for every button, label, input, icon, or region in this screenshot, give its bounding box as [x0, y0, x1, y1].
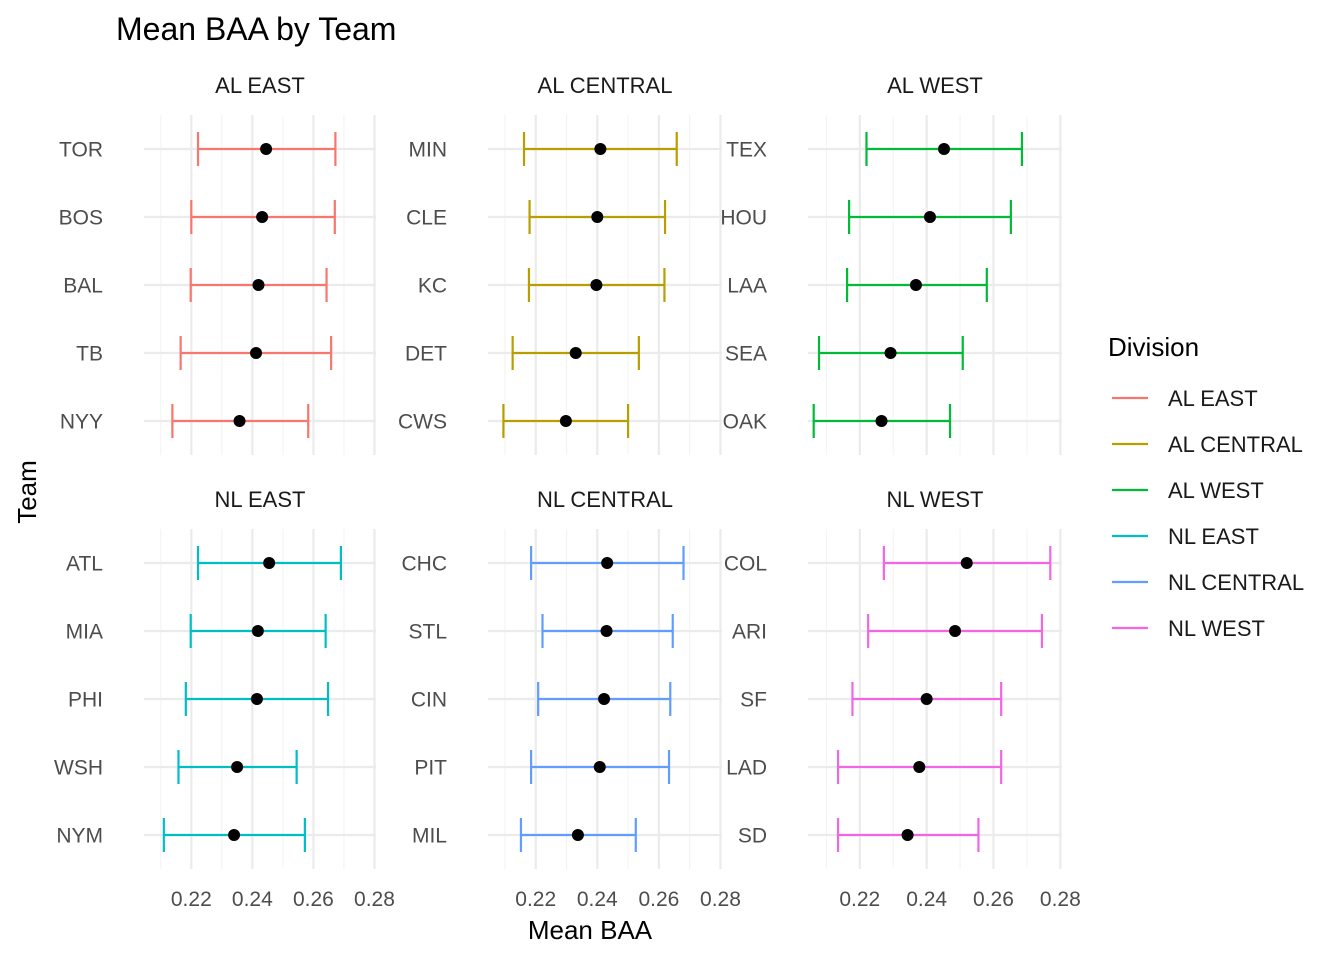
- team-tick-label: ARI: [732, 621, 767, 644]
- team-tick-label: TB: [76, 343, 103, 366]
- mean-point: [250, 347, 263, 359]
- x-tick-label: 0.28: [700, 888, 741, 911]
- team-tick-label: CWS: [398, 411, 447, 434]
- team-tick-label: ATL: [66, 553, 103, 576]
- team-tick-label: LAA: [727, 275, 767, 298]
- team-tick-label: PHI: [68, 689, 103, 712]
- x-tick-label: 0.28: [354, 888, 395, 911]
- panel-al-west: AL WEST TEX HOU LAA SEA OAK: [720, 73, 1062, 455]
- mean-point: [875, 415, 888, 427]
- panel-nl-central: NL CENTRAL CHC STL CIN PIT MIL 0.22 0.24 0.26 0.2…: [402, 487, 741, 911]
- legend: Division AL EAST AL CENTRAL AL WEST NL EAST…: [1108, 332, 1304, 641]
- team-tick-label: KC: [418, 275, 447, 298]
- facet-strip-label: NL WEST: [887, 487, 984, 512]
- x-tick-label: 0.26: [973, 888, 1014, 911]
- mean-point: [591, 211, 604, 223]
- team-tick-label: SEA: [725, 343, 767, 366]
- facet-strip-label: NL EAST: [215, 487, 306, 512]
- team-tick-label: COL: [724, 553, 767, 576]
- panel-al-central: AL CENTRAL MIN CLE KC DET CWS: [398, 73, 722, 455]
- mean-point: [598, 693, 611, 705]
- mean-point: [901, 829, 914, 841]
- chart-title: Mean BAA by Team: [116, 11, 396, 47]
- team-tick-label: CHC: [402, 553, 448, 576]
- team-tick-label: NYM: [56, 825, 103, 848]
- mean-point: [601, 557, 614, 569]
- mean-point: [251, 625, 264, 637]
- panel-nl-east: NL EAST ATL MIA PHI WSH NYM 0.22 0.24 0.26 0.28: [54, 487, 395, 911]
- legend-label: NL CENTRAL: [1168, 570, 1304, 595]
- panel-nl-west: NL WEST COL ARI SF LAD SD 0.22 0.24 0.26 0.28: [724, 487, 1081, 911]
- x-tick-label: 0.24: [577, 888, 618, 911]
- legend-label: NL EAST: [1168, 524, 1259, 549]
- legend-label: AL CENTRAL: [1168, 432, 1303, 457]
- team-tick-label: STL: [408, 621, 447, 644]
- y-axis-title: Team: [12, 460, 42, 524]
- team-tick-label: NYY: [60, 411, 103, 434]
- team-tick-label: WSH: [54, 757, 103, 780]
- team-tick-label: SD: [738, 825, 767, 848]
- x-tick-label: 0.26: [638, 888, 679, 911]
- team-tick-label: OAK: [723, 411, 767, 434]
- mean-point: [938, 143, 951, 155]
- team-tick-label: TEX: [726, 139, 767, 162]
- x-axis-title: Mean BAA: [528, 915, 653, 945]
- team-tick-label: CIN: [411, 689, 447, 712]
- mean-point: [233, 415, 246, 427]
- mean-point: [960, 557, 973, 569]
- team-tick-label: LAD: [726, 757, 767, 780]
- team-tick-label: HOU: [720, 207, 767, 230]
- mean-point: [949, 625, 962, 637]
- team-tick-label: TOR: [59, 139, 103, 162]
- mean-point: [593, 761, 606, 773]
- team-tick-label: PIT: [414, 757, 447, 780]
- facet-panels: AL EAST TOR BOS BAL TB NYY AL CENTRAL MIN CLE KC D…: [54, 73, 1081, 911]
- mean-point: [250, 693, 263, 705]
- team-tick-label: DET: [405, 343, 447, 366]
- x-tick-label: 0.24: [232, 888, 273, 911]
- mean-point: [600, 625, 613, 637]
- team-tick-label: CLE: [406, 207, 447, 230]
- team-tick-label: MIL: [412, 825, 447, 848]
- team-tick-label: MIN: [409, 139, 448, 162]
- mean-point: [920, 693, 933, 705]
- mean-point: [231, 761, 244, 773]
- mean-point: [571, 829, 584, 841]
- legend-label: AL EAST: [1168, 386, 1258, 411]
- mean-point: [256, 211, 269, 223]
- x-tick-label: 0.26: [293, 888, 334, 911]
- mean-point: [260, 143, 273, 155]
- mean-point: [569, 347, 582, 359]
- team-tick-label: SF: [740, 689, 767, 712]
- mean-point: [590, 279, 603, 291]
- facet-strip-label: AL CENTRAL: [538, 73, 673, 98]
- mean-point: [594, 143, 607, 155]
- mean-point: [913, 761, 926, 773]
- mean-point: [252, 279, 265, 291]
- mean-point: [263, 557, 276, 569]
- x-tick-label: 0.22: [515, 888, 556, 911]
- panel-al-east: AL EAST TOR BOS BAL TB NYY: [59, 73, 376, 455]
- mean-point: [559, 415, 572, 427]
- mean-point: [923, 211, 936, 223]
- x-tick-label: 0.22: [171, 888, 212, 911]
- mean-point: [884, 347, 897, 359]
- legend-label: AL WEST: [1168, 478, 1264, 503]
- x-tick-label: 0.22: [839, 888, 880, 911]
- legend-label: NL WEST: [1168, 616, 1265, 641]
- team-tick-label: BOS: [59, 207, 103, 230]
- facet-strip-label: AL EAST: [215, 73, 305, 98]
- team-tick-label: BAL: [63, 275, 103, 298]
- x-tick-label: 0.28: [1040, 888, 1081, 911]
- mean-point: [228, 829, 241, 841]
- x-tick-label: 0.24: [906, 888, 947, 911]
- facet-strip-label: AL WEST: [887, 73, 983, 98]
- facet-strip-label: NL CENTRAL: [537, 487, 673, 512]
- team-tick-label: MIA: [66, 621, 103, 644]
- legend-title: Division: [1108, 332, 1199, 362]
- mean-point: [909, 279, 922, 291]
